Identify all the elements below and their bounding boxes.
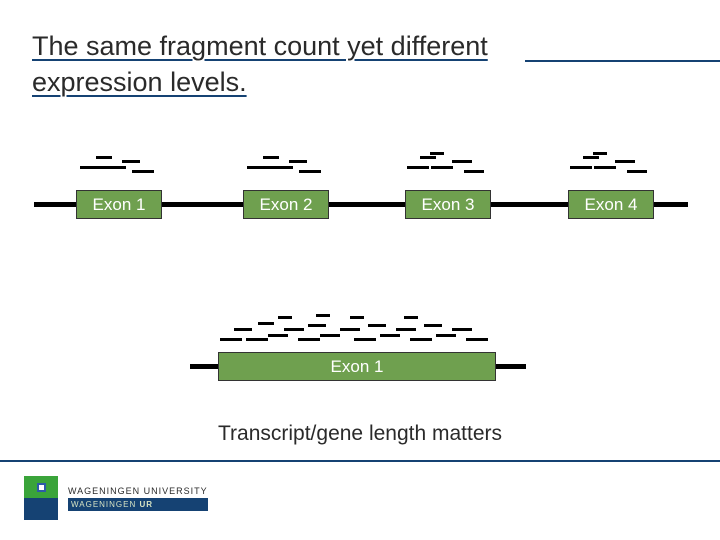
fragment-dash xyxy=(96,156,112,159)
fragment-dash xyxy=(570,166,592,169)
fragment-dash xyxy=(466,338,488,341)
exon-label: Exon 2 xyxy=(260,195,313,215)
exon-box: Exon 1 xyxy=(76,190,162,219)
fragment-dash xyxy=(80,166,104,169)
fragment-dash xyxy=(316,314,330,317)
wordmark-line-2: WAGENINGEN UR xyxy=(68,498,208,511)
fragment-dash xyxy=(289,160,307,163)
fragment-dash xyxy=(436,334,456,337)
footer-rule xyxy=(0,460,720,462)
fragment-dash xyxy=(234,328,252,331)
wordmark-line-1: WAGENINGEN UNIVERSITY xyxy=(68,485,208,498)
fragment-dash xyxy=(271,166,293,169)
fragment-dash xyxy=(220,338,242,341)
logo-wordmark: WAGENINGEN UNIVERSITY WAGENINGEN UR xyxy=(68,485,208,511)
fragment-dash xyxy=(615,160,635,163)
fragment-dash xyxy=(104,166,126,169)
fragment-dash xyxy=(407,166,429,169)
fragment-dash xyxy=(464,170,484,173)
exon-box: Exon 3 xyxy=(405,190,491,219)
title-line-2: expression levels. xyxy=(32,67,247,97)
fragment-dash xyxy=(583,156,599,159)
fragment-dash xyxy=(368,324,386,327)
logo-mark-base xyxy=(24,498,58,520)
fragment-dash xyxy=(430,152,444,155)
exon-box: Exon 1 xyxy=(218,352,496,381)
title-line-1: The same fragment count yet different xyxy=(32,31,488,61)
logo-mark-icon xyxy=(24,476,58,520)
fragment-dash xyxy=(284,328,304,331)
exon-label: Exon 1 xyxy=(93,195,146,215)
logo-mark-window xyxy=(37,483,46,492)
exon-box: Exon 4 xyxy=(568,190,654,219)
fragment-dash xyxy=(278,316,292,319)
fragment-dash xyxy=(594,166,616,169)
fragment-dash xyxy=(431,166,453,169)
fragment-dash xyxy=(258,322,274,325)
fragment-dash xyxy=(268,334,288,337)
fragment-dash xyxy=(122,160,140,163)
exon-label: Exon 1 xyxy=(331,357,384,377)
fragment-dash xyxy=(424,324,442,327)
wageningen-logo: WAGENINGEN UNIVERSITY WAGENINGEN UR xyxy=(24,476,208,520)
fragment-dash xyxy=(132,170,154,173)
fragment-dash xyxy=(298,338,320,341)
fragment-dash xyxy=(380,334,400,337)
fragment-dash xyxy=(627,170,647,173)
fragment-dash xyxy=(404,316,418,319)
fragment-dash xyxy=(354,338,376,341)
title-rule-extension xyxy=(525,60,720,62)
fragment-dash xyxy=(452,328,472,331)
fragment-dash xyxy=(247,166,271,169)
fragment-dash xyxy=(410,338,432,341)
exon-box: Exon 2 xyxy=(243,190,329,219)
fragment-dash xyxy=(340,328,360,331)
logo-mark-top xyxy=(24,476,58,498)
slide-title: The same fragment count yet different ex… xyxy=(32,28,488,101)
caption: Transcript/gene length matters xyxy=(0,422,720,446)
fragment-dash xyxy=(299,170,321,173)
exon-label: Exon 4 xyxy=(585,195,638,215)
fragment-dash xyxy=(320,334,340,337)
fragment-dash xyxy=(308,324,326,327)
fragment-dash xyxy=(263,156,279,159)
exon-label: Exon 3 xyxy=(422,195,475,215)
fragment-dash xyxy=(350,316,364,319)
fragment-dash xyxy=(452,160,472,163)
fragment-dash xyxy=(420,156,436,159)
fragment-dash xyxy=(396,328,416,331)
fragment-dash xyxy=(593,152,607,155)
fragment-dash xyxy=(246,338,268,341)
